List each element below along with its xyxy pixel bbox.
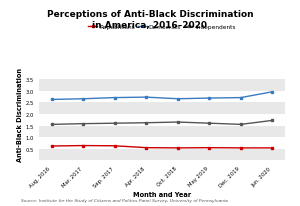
Democrats: [144, 96, 148, 99]
Bar: [39, 149, 285, 161]
Independents: [144, 122, 148, 124]
Republicans: [271, 147, 274, 149]
Bar: [39, 103, 285, 114]
Bar: [39, 68, 285, 80]
X-axis label: Month and Year: Month and Year: [133, 191, 191, 197]
Bar: [39, 126, 285, 138]
Democrats: [176, 98, 180, 101]
Bar: [39, 114, 285, 126]
Independents: [113, 122, 116, 125]
Independents: [271, 119, 274, 122]
Bar: [39, 80, 285, 91]
Y-axis label: Anti-Black Discrimination: Anti-Black Discrimination: [17, 68, 23, 161]
Democrats: [113, 97, 116, 99]
Democrats: [208, 97, 211, 100]
Text: Source: Institute for the Study of Citizens and Politics Panel Survey, Universit: Source: Institute for the Study of Citiz…: [21, 198, 228, 202]
Independents: [239, 124, 243, 126]
Republicans: [208, 147, 211, 149]
Democrats: [271, 91, 274, 94]
Text: Perceptions of Anti-Black Discrimination
in America, 2016–2020: Perceptions of Anti-Black Discrimination…: [47, 10, 253, 30]
Republicans: [113, 145, 116, 147]
Democrats: [239, 97, 243, 99]
Democrats: [81, 98, 85, 101]
Republicans: [239, 147, 243, 149]
Republicans: [81, 145, 85, 147]
Independents: [176, 121, 180, 124]
Republicans: [144, 147, 148, 149]
Republicans: [176, 147, 180, 149]
Democrats: [50, 99, 53, 101]
Line: Independents: Independents: [50, 119, 274, 126]
Republicans: [50, 145, 53, 147]
Independents: [81, 123, 85, 125]
Legend: Republicans, Democrats, Independents: Republicans, Democrats, Independents: [86, 23, 238, 32]
Line: Republicans: Republicans: [50, 144, 274, 150]
Bar: [39, 138, 285, 149]
Bar: [39, 91, 285, 103]
Line: Democrats: Democrats: [50, 91, 274, 101]
Independents: [50, 124, 53, 126]
Independents: [208, 122, 211, 125]
